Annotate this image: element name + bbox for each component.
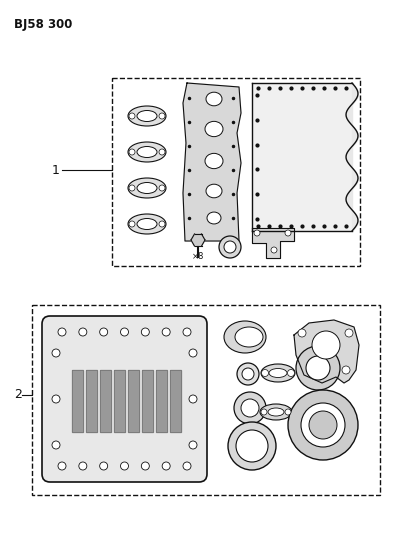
Polygon shape [100, 370, 111, 432]
Circle shape [79, 328, 87, 336]
Polygon shape [252, 228, 294, 258]
Circle shape [301, 403, 345, 447]
Circle shape [159, 221, 165, 227]
Circle shape [183, 462, 191, 470]
Circle shape [261, 409, 267, 415]
Polygon shape [128, 370, 139, 432]
Ellipse shape [235, 327, 263, 347]
Circle shape [52, 441, 60, 449]
Ellipse shape [260, 404, 292, 420]
Ellipse shape [205, 122, 223, 136]
Polygon shape [72, 370, 83, 432]
Circle shape [241, 399, 259, 417]
Circle shape [296, 346, 340, 390]
Ellipse shape [128, 178, 166, 198]
Circle shape [342, 366, 350, 374]
Circle shape [159, 185, 165, 191]
Circle shape [189, 349, 197, 357]
Circle shape [298, 329, 306, 337]
Circle shape [254, 230, 260, 236]
Circle shape [189, 441, 197, 449]
FancyBboxPatch shape [42, 316, 207, 482]
Polygon shape [156, 370, 167, 432]
Circle shape [141, 328, 149, 336]
Circle shape [189, 395, 197, 403]
Circle shape [285, 230, 291, 236]
Bar [32, 305, 380, 495]
Circle shape [288, 369, 294, 376]
Ellipse shape [137, 182, 157, 193]
Circle shape [228, 422, 276, 470]
Bar [112, 78, 360, 266]
Circle shape [52, 349, 60, 357]
Circle shape [52, 395, 60, 403]
Circle shape [159, 149, 165, 155]
Circle shape [141, 462, 149, 470]
Polygon shape [183, 83, 241, 241]
Ellipse shape [128, 142, 166, 162]
Circle shape [120, 328, 128, 336]
Circle shape [285, 409, 291, 415]
Polygon shape [114, 370, 125, 432]
Circle shape [120, 462, 128, 470]
Ellipse shape [137, 219, 157, 230]
Ellipse shape [224, 321, 266, 353]
Ellipse shape [206, 184, 222, 198]
Circle shape [242, 368, 254, 380]
Circle shape [345, 329, 353, 337]
Ellipse shape [128, 214, 166, 234]
Ellipse shape [137, 110, 157, 122]
Circle shape [312, 331, 340, 359]
Circle shape [271, 247, 277, 253]
Circle shape [288, 390, 358, 460]
Ellipse shape [269, 368, 287, 377]
Circle shape [309, 411, 337, 439]
Ellipse shape [205, 154, 223, 168]
Polygon shape [142, 370, 153, 432]
Ellipse shape [128, 106, 166, 126]
Circle shape [236, 430, 268, 462]
Ellipse shape [268, 408, 284, 416]
Circle shape [100, 328, 108, 336]
Circle shape [183, 328, 191, 336]
Polygon shape [191, 234, 205, 246]
Circle shape [159, 113, 165, 119]
Text: ×8: ×8 [192, 252, 204, 261]
Circle shape [234, 392, 266, 424]
Circle shape [58, 462, 66, 470]
Text: 1: 1 [52, 164, 60, 176]
Circle shape [129, 149, 135, 155]
Circle shape [129, 113, 135, 119]
Ellipse shape [206, 92, 222, 106]
Circle shape [129, 221, 135, 227]
Circle shape [306, 356, 330, 380]
Circle shape [224, 241, 236, 253]
Circle shape [58, 328, 66, 336]
Circle shape [79, 462, 87, 470]
Bar [252, 83, 352, 231]
Polygon shape [86, 370, 97, 432]
Circle shape [162, 328, 170, 336]
Polygon shape [294, 320, 359, 383]
Circle shape [129, 185, 135, 191]
Circle shape [237, 363, 259, 385]
Polygon shape [170, 370, 181, 432]
Circle shape [261, 369, 269, 376]
Ellipse shape [261, 364, 295, 382]
Circle shape [162, 462, 170, 470]
Ellipse shape [137, 147, 157, 157]
Text: 2: 2 [14, 389, 22, 401]
Circle shape [219, 236, 241, 258]
Ellipse shape [207, 212, 221, 224]
Circle shape [100, 462, 108, 470]
Text: BJ58 300: BJ58 300 [14, 18, 72, 31]
